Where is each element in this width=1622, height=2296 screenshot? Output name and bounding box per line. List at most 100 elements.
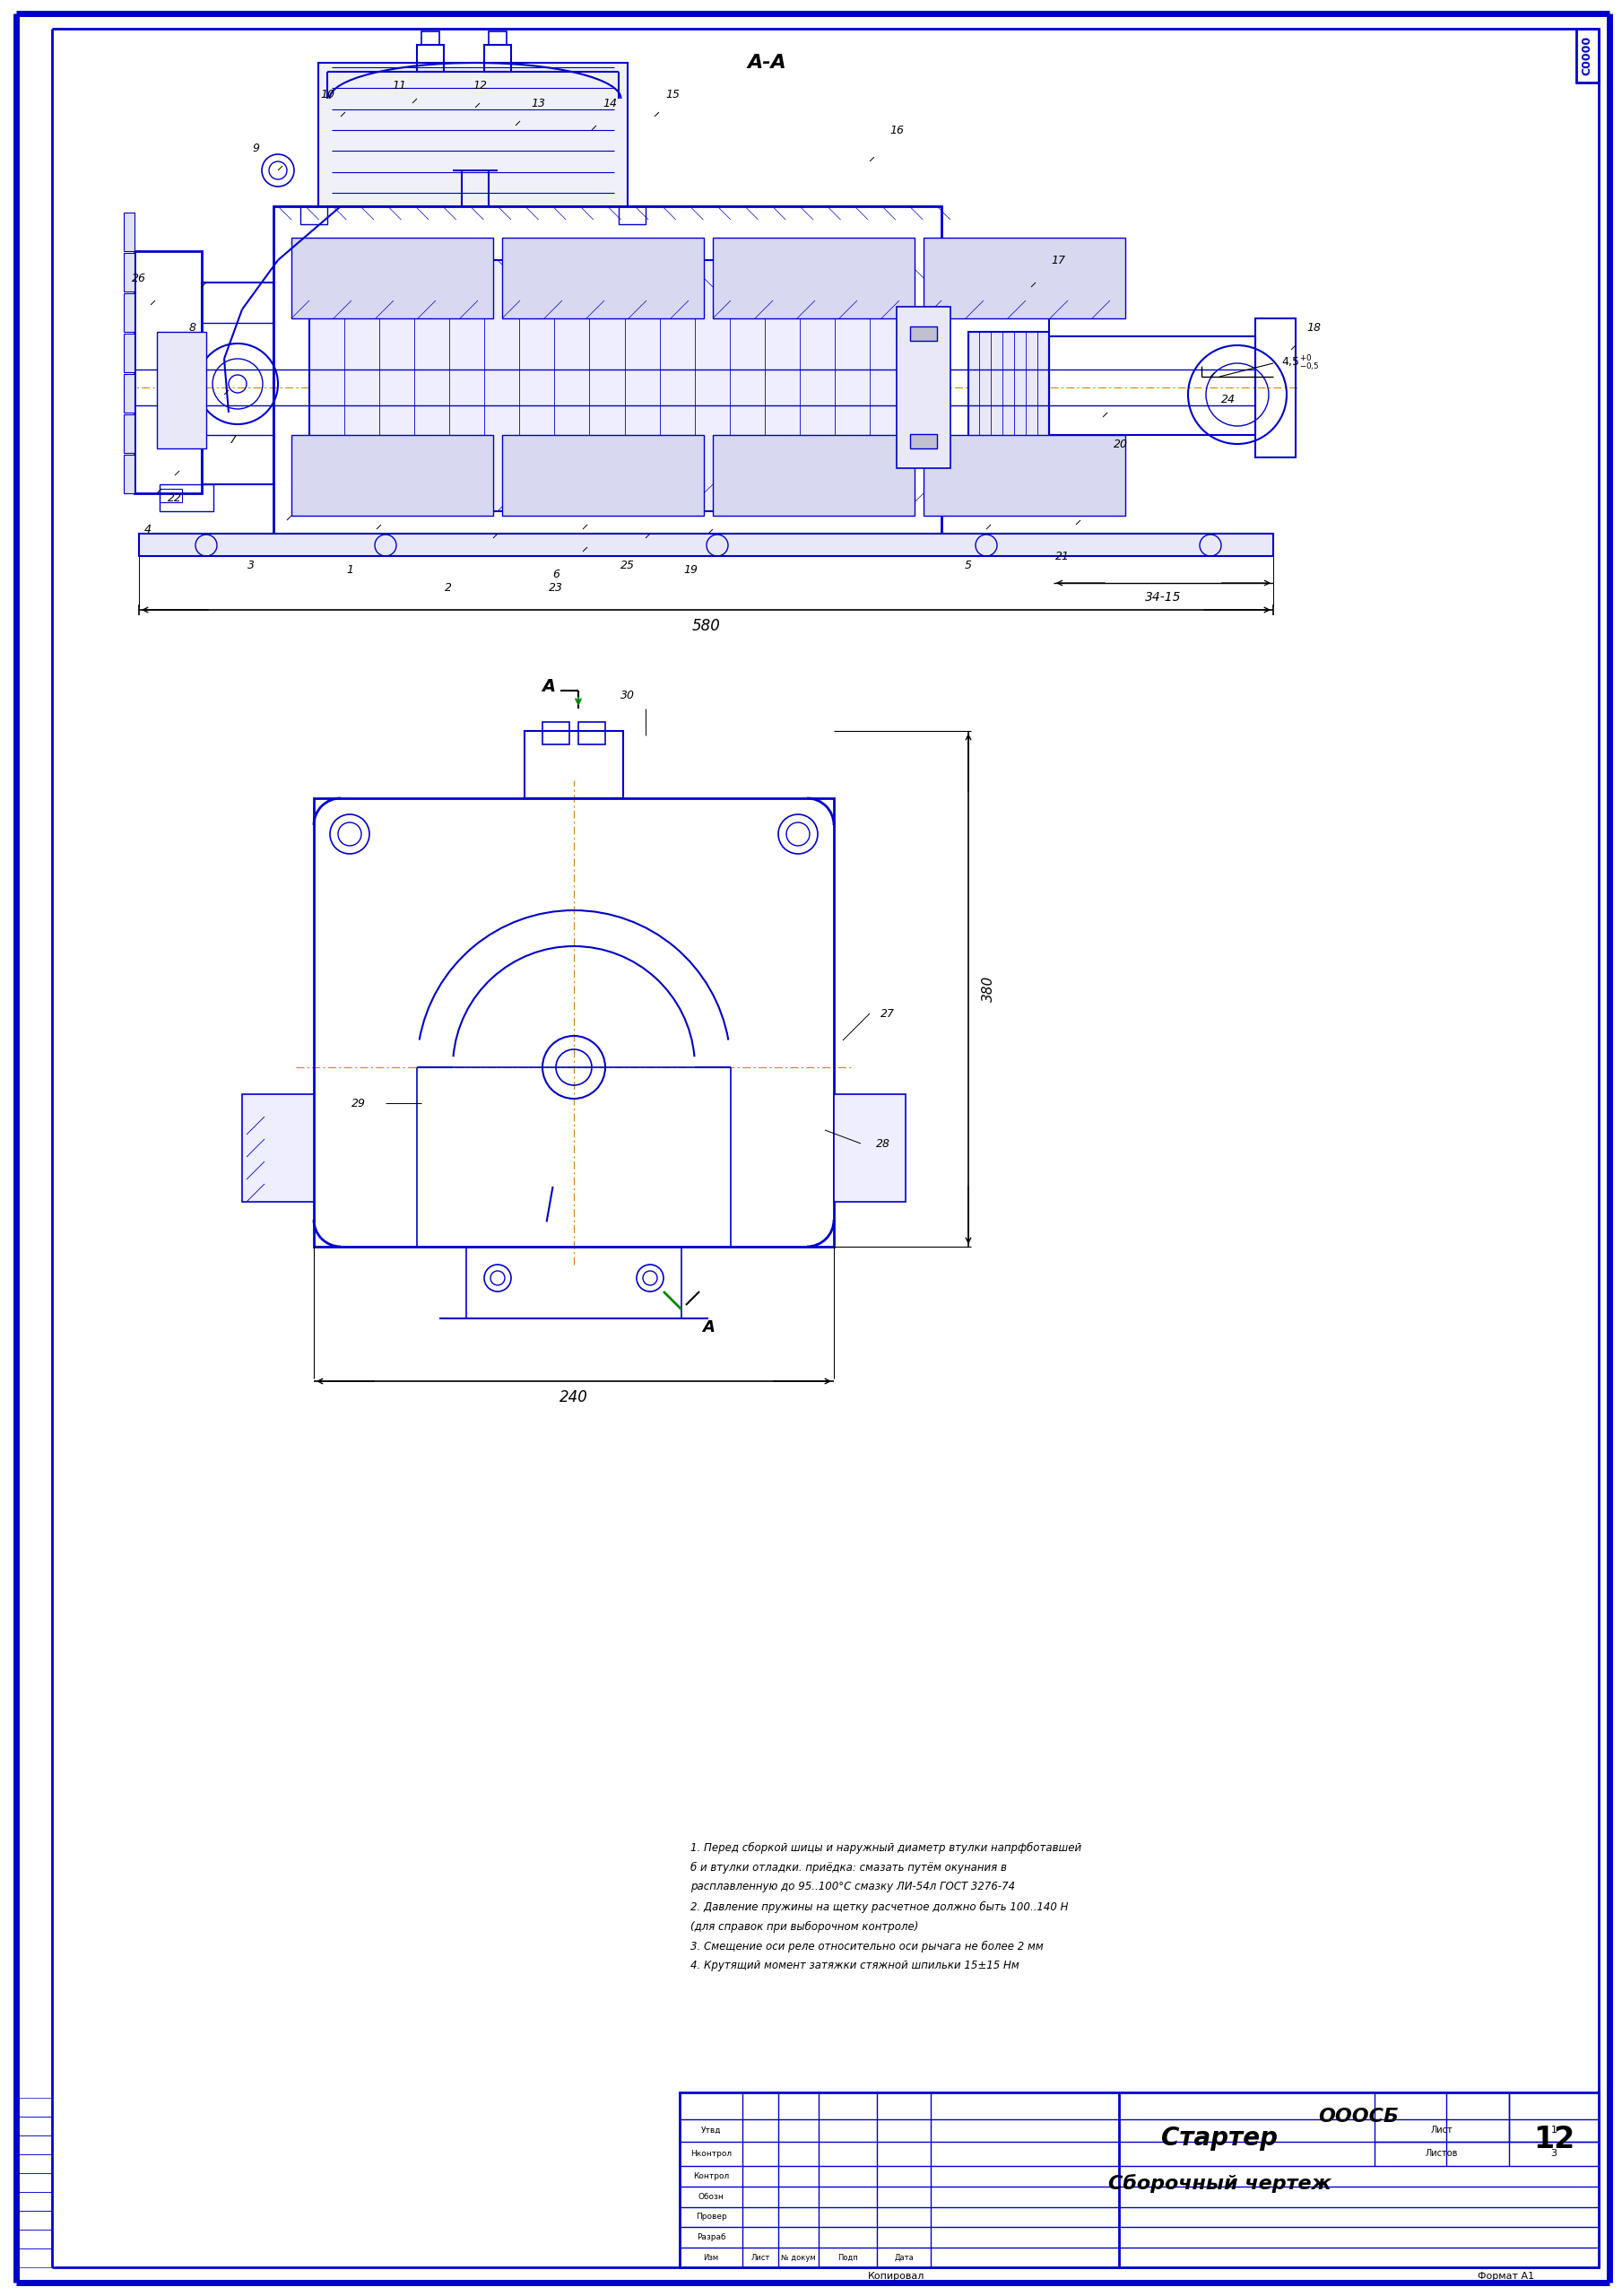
Bar <box>157 333 206 448</box>
Text: 1: 1 <box>1551 2126 1557 2135</box>
Bar <box>16 2248 52 2268</box>
Text: 25: 25 <box>621 560 634 572</box>
Text: Провер: Провер <box>696 2213 727 2220</box>
Text: 30: 30 <box>621 689 634 700</box>
Text: С0000: С0000 <box>1581 37 1593 76</box>
Bar <box>834 1095 905 1201</box>
Bar <box>310 259 905 512</box>
Bar <box>503 434 704 517</box>
Text: Обозн: Обозн <box>697 2193 723 2202</box>
Text: 240: 240 <box>560 1389 589 1405</box>
Bar <box>159 489 182 503</box>
Bar <box>300 207 328 225</box>
Bar <box>16 2193 52 2211</box>
Bar <box>123 374 135 413</box>
Text: 12: 12 <box>472 80 487 92</box>
Text: 3: 3 <box>248 560 255 572</box>
Bar <box>542 721 569 744</box>
Bar <box>123 253 135 292</box>
Bar <box>910 326 938 340</box>
Bar <box>1049 335 1255 434</box>
Bar <box>16 2117 52 2135</box>
Text: 22: 22 <box>167 491 182 503</box>
Bar <box>292 434 493 517</box>
Bar <box>417 46 444 71</box>
Text: 1. Перед сборкой шицы и наружный диаметр втулки напрфботавшей: 1. Перед сборкой шицы и наружный диаметр… <box>691 1841 1082 1853</box>
Text: А: А <box>702 1320 715 1336</box>
Text: 10: 10 <box>320 87 334 101</box>
Text: Сборочный чертеж: Сборочный чертеж <box>1108 2174 1332 2193</box>
Text: 3: 3 <box>1551 2149 1557 2158</box>
Bar <box>139 533 1273 556</box>
Bar <box>135 250 201 494</box>
Text: 9: 9 <box>251 142 260 154</box>
Text: Контрол: Контрол <box>693 2172 728 2181</box>
Text: 11: 11 <box>393 80 406 92</box>
Text: расплавленную до 95..100°С смазку ЛИ-54л ГОСТ 3276-74: расплавленную до 95..100°С смазку ЛИ-54л… <box>691 1880 1015 1892</box>
Text: 27: 27 <box>881 1008 895 1019</box>
Text: 4: 4 <box>144 523 151 535</box>
Bar <box>16 2154 52 2172</box>
Bar <box>968 333 1049 443</box>
Text: $4{,}5^{+0}_{-0{,}5}$: $4{,}5^{+0}_{-0{,}5}$ <box>1281 354 1319 372</box>
Bar <box>897 308 950 468</box>
Text: № докум: № докум <box>782 2252 816 2262</box>
Text: 2. Давление пружины на щетку расчетное должно быть 100..140 Н: 2. Давление пружины на щетку расчетное д… <box>691 1901 1069 1913</box>
Text: 5: 5 <box>965 560 972 572</box>
Bar <box>910 434 938 448</box>
Text: Стартер: Стартер <box>1161 2126 1278 2151</box>
Bar <box>201 282 274 484</box>
Text: 20: 20 <box>1114 439 1127 450</box>
Text: 380: 380 <box>981 976 994 1001</box>
Bar <box>16 2211 52 2229</box>
Text: Копировал: Копировал <box>868 2271 925 2280</box>
Bar <box>712 434 915 517</box>
Text: А: А <box>542 677 555 696</box>
Text: ОООСБ: ОООСБ <box>1319 2108 1400 2126</box>
Text: 21: 21 <box>1056 551 1069 563</box>
Text: 580: 580 <box>693 618 720 634</box>
Bar <box>618 207 646 225</box>
Text: Лист: Лист <box>751 2252 770 2262</box>
Text: 28: 28 <box>876 1139 890 1150</box>
Text: 29: 29 <box>352 1097 367 1109</box>
Bar <box>123 413 135 452</box>
Text: Лист: Лист <box>1431 2126 1453 2135</box>
Bar <box>16 2172 52 2193</box>
Text: 23: 23 <box>548 581 563 592</box>
Text: 6: 6 <box>553 567 560 581</box>
Text: 18: 18 <box>1306 321 1320 333</box>
Bar <box>680 2092 1599 2268</box>
Bar <box>488 32 506 46</box>
Bar <box>242 1095 313 1201</box>
Text: 1: 1 <box>345 565 354 576</box>
Bar <box>503 239 704 319</box>
Text: 12: 12 <box>1533 2124 1575 2154</box>
Text: 14: 14 <box>602 96 616 108</box>
Text: Дата: Дата <box>894 2252 913 2262</box>
Bar <box>1255 319 1296 457</box>
Text: А-А: А-А <box>748 53 787 71</box>
Bar <box>524 730 623 799</box>
Text: 24: 24 <box>1221 393 1236 404</box>
Bar <box>485 46 511 71</box>
Bar <box>123 294 135 333</box>
Text: Нконтрол: Нконтрол <box>691 2149 732 2158</box>
Text: 26: 26 <box>131 273 146 285</box>
Bar <box>923 239 1126 319</box>
Bar <box>923 434 1126 517</box>
Text: Подп: Подп <box>837 2252 858 2262</box>
Bar <box>16 2229 52 2248</box>
Text: 15: 15 <box>665 87 680 101</box>
Text: Листов: Листов <box>1426 2149 1458 2158</box>
Text: 4. Крутящий момент затяжки стяжной шпильки 15±15 Нм: 4. Крутящий момент затяжки стяжной шпиль… <box>691 1961 1019 1972</box>
Text: 8: 8 <box>190 321 196 333</box>
Bar <box>159 484 214 512</box>
Text: Разраб: Разраб <box>696 2234 725 2241</box>
Text: 13: 13 <box>530 96 545 108</box>
Text: 16: 16 <box>889 124 903 135</box>
Bar <box>123 214 135 250</box>
Bar <box>292 239 493 319</box>
Text: 17: 17 <box>1051 255 1066 266</box>
Text: 7: 7 <box>230 434 237 445</box>
